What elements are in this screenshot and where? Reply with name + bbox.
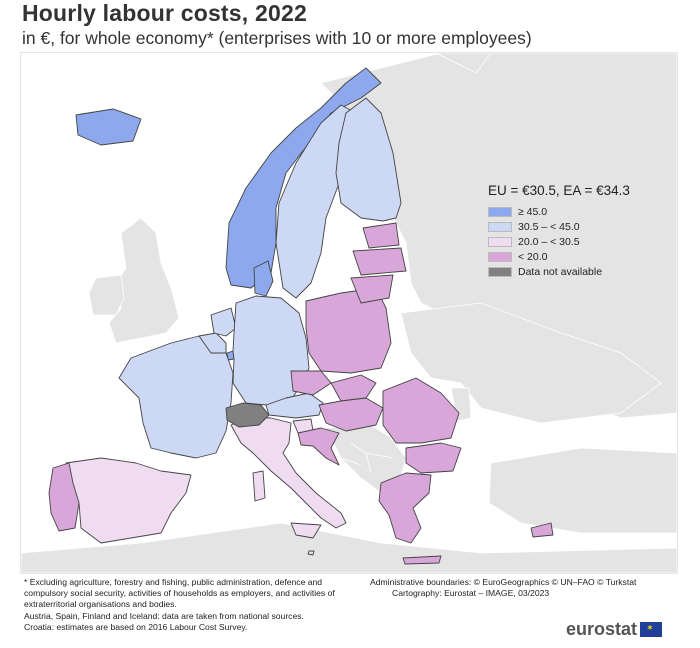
cyprus-region bbox=[530, 522, 554, 538]
romania-region bbox=[382, 377, 460, 444]
legend-item: 30.5 – < 45.0 bbox=[488, 219, 668, 234]
hungary-region bbox=[318, 397, 384, 432]
slovakia-region bbox=[330, 374, 377, 402]
iceland-region bbox=[75, 108, 142, 146]
europe-map bbox=[21, 53, 677, 573]
france-region bbox=[118, 335, 234, 459]
footnote: Austria, Spain, Finland and Iceland: dat… bbox=[24, 610, 304, 621]
ireland-land bbox=[88, 274, 125, 316]
turkey-land bbox=[488, 447, 677, 534]
latvia-region bbox=[352, 247, 407, 276]
greenland-corner bbox=[435, 53, 492, 74]
map-subtitle: in €, for whole economy* (enterprises wi… bbox=[22, 28, 532, 48]
logo-text: eurostat bbox=[566, 619, 638, 639]
legend-item: Data not available bbox=[488, 264, 668, 279]
legend-label: Data not available bbox=[518, 265, 603, 278]
footnotes: * Excluding agriculture, forestry and fi… bbox=[24, 577, 364, 633]
legend-label: 20.0 – < 30.5 bbox=[518, 235, 580, 248]
eurostat-logo: eurostat ✶ bbox=[566, 619, 663, 640]
estonia-region bbox=[362, 222, 400, 249]
legend: EU = €30.5, EA = €34.3 ≥ 45.0 30.5 – < 4… bbox=[488, 183, 668, 279]
netherlands-region bbox=[210, 307, 237, 337]
belgium-region bbox=[198, 332, 227, 354]
legend-swatch bbox=[488, 221, 512, 232]
bulgaria-region bbox=[405, 442, 462, 474]
legend-title: EU = €30.5, EA = €34.3 bbox=[488, 183, 630, 198]
credits-cartography: Cartography: Eurostat – IMAGE, 03/2023 bbox=[392, 588, 550, 599]
legend-label: ≥ 45.0 bbox=[518, 205, 548, 218]
lithuania-region bbox=[350, 274, 394, 304]
map-area bbox=[20, 52, 678, 574]
denmark-region bbox=[253, 260, 274, 297]
spain-region bbox=[65, 457, 192, 544]
czechia-region bbox=[290, 370, 332, 396]
italy-region bbox=[230, 417, 347, 529]
legend-label: < 20.0 bbox=[518, 250, 548, 263]
eu-flag-icon: ✶ bbox=[640, 622, 663, 637]
map-title: Hourly labour costs, 2022 bbox=[22, 0, 307, 26]
legend-swatch bbox=[488, 236, 512, 247]
croatia-region bbox=[297, 427, 340, 466]
greece-region bbox=[378, 472, 432, 544]
portugal-region bbox=[48, 462, 80, 532]
legend-item: < 20.0 bbox=[488, 249, 668, 264]
north-africa-land bbox=[21, 522, 677, 573]
footnote: Croatia: estimates are based on 2016 Lab… bbox=[24, 621, 248, 632]
legend-item: ≥ 45.0 bbox=[488, 204, 668, 219]
legend-swatch bbox=[488, 266, 512, 277]
poland-region bbox=[305, 287, 392, 374]
credits-boundaries: Administrative boundaries: © EuroGeograp… bbox=[370, 577, 637, 587]
sicily-region bbox=[290, 522, 322, 539]
switzerland-region bbox=[225, 402, 270, 428]
legend-swatch bbox=[488, 251, 512, 262]
legend-swatch bbox=[488, 206, 512, 217]
malta-region bbox=[307, 550, 315, 556]
crete-region bbox=[402, 555, 442, 565]
belarus-ukraine-land bbox=[400, 302, 662, 424]
finland-region bbox=[335, 97, 402, 222]
legend-label: 30.5 – < 45.0 bbox=[518, 220, 580, 233]
sardinia-region bbox=[252, 470, 266, 502]
legend-item: 20.0 – < 30.5 bbox=[488, 234, 668, 249]
footnote: * Excluding agriculture, forestry and fi… bbox=[24, 577, 335, 610]
credits: Administrative boundaries: © EuroGeograp… bbox=[370, 577, 680, 599]
